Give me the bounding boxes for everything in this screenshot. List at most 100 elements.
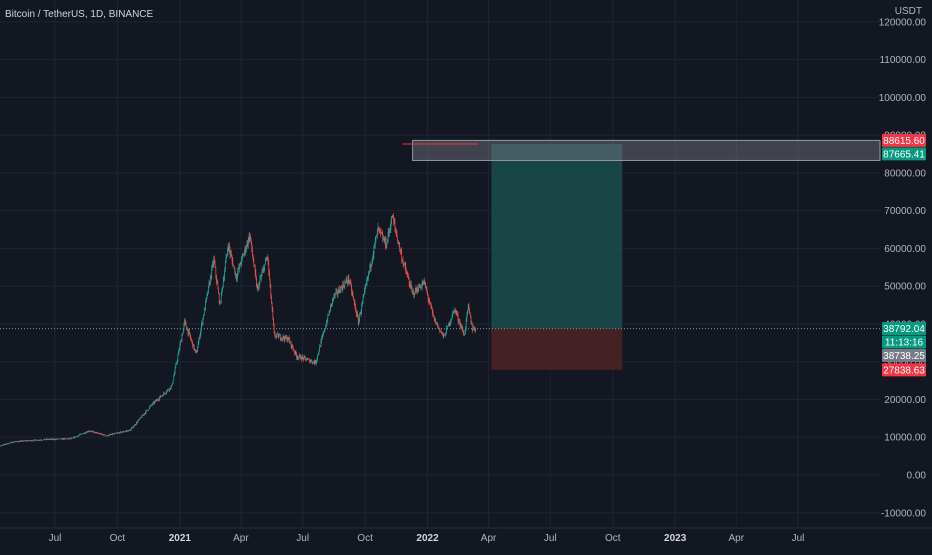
candle-body: [351, 285, 352, 292]
candle-body: [112, 434, 113, 435]
candle-body: [105, 435, 106, 436]
candle-body: [100, 434, 101, 435]
candle-body: [423, 282, 424, 284]
candle-body: [349, 280, 350, 282]
candle-body: [74, 437, 75, 438]
candle-body: [110, 434, 111, 435]
candle-body: [378, 228, 379, 229]
candle-body: [228, 245, 229, 248]
candle-body: [327, 315, 328, 322]
candle-body: [434, 317, 435, 321]
candle-body: [253, 256, 254, 261]
candle-body: [354, 299, 355, 302]
candle-body: [401, 252, 402, 260]
candle-body: [203, 316, 204, 318]
candle-body: [260, 279, 261, 283]
candle-body: [28, 440, 29, 441]
candle-body: [307, 359, 308, 360]
candle-body: [210, 276, 211, 284]
candle-body: [302, 356, 303, 359]
candle-body: [204, 309, 205, 316]
candle-body: [91, 431, 92, 432]
candle-body: [39, 440, 40, 441]
candle-body: [304, 357, 305, 360]
candle-body: [104, 434, 105, 435]
candle-body: [335, 293, 336, 296]
candle-body: [190, 333, 191, 336]
candle-body: [281, 338, 282, 339]
candle-body: [384, 238, 385, 241]
candle-body: [171, 386, 172, 388]
candle-body: [24, 441, 25, 442]
candle-body: [407, 275, 408, 277]
price-tick-label: 10000.00: [884, 433, 926, 444]
price-axis[interactable]: 120000.00110000.00100000.0090000.0080000…: [879, 17, 927, 519]
candle-body: [316, 361, 317, 364]
candle-body: [388, 232, 389, 233]
candle-body: [288, 337, 289, 340]
candle-body: [379, 228, 380, 229]
candle-body: [419, 286, 420, 288]
candle-body: [348, 277, 349, 283]
candle-body: [12, 443, 13, 444]
candle-body: [409, 279, 410, 283]
candle-body: [21, 441, 22, 442]
candle-body: [132, 427, 133, 428]
candle-body: [332, 299, 333, 304]
candle-body: [195, 350, 196, 351]
candle-body: [266, 258, 267, 260]
candle-body: [42, 440, 43, 441]
candle-body: [13, 442, 14, 443]
candle-body: [135, 425, 136, 426]
candle-body: [283, 336, 284, 338]
candle-body: [394, 221, 395, 223]
candle-body: [51, 439, 52, 440]
price-tick-label: -10000.00: [881, 508, 926, 519]
candle-body: [325, 329, 326, 331]
candle-body: [404, 264, 405, 265]
candle-body: [44, 439, 45, 440]
candle-body: [144, 415, 145, 416]
candle-body: [38, 440, 39, 441]
candle-body: [389, 230, 390, 233]
candle-body: [340, 287, 341, 292]
candle-body: [181, 341, 182, 342]
candle-body: [72, 438, 73, 439]
candle-body: [241, 264, 242, 265]
candle-body: [160, 396, 161, 398]
candle-body: [127, 431, 128, 432]
candle-body: [207, 293, 208, 294]
candle-body: [3, 444, 4, 445]
candle-body: [416, 288, 417, 291]
candle-body: [303, 358, 304, 360]
candle-body: [32, 441, 33, 442]
candle-body: [365, 287, 366, 290]
candle-body: [461, 325, 462, 329]
candle-body: [57, 439, 58, 440]
candle-body: [277, 334, 278, 335]
candle-body: [84, 433, 85, 434]
candle-body: [74, 437, 75, 438]
candle-body: [350, 282, 351, 286]
candle-body: [172, 384, 173, 385]
candle-body: [73, 437, 74, 438]
candle-body: [342, 288, 343, 290]
candle-body: [23, 441, 24, 442]
candle-body: [456, 310, 457, 313]
candle-body: [358, 317, 359, 324]
candle-body: [228, 249, 229, 251]
candle-body: [124, 432, 125, 433]
candle-body: [367, 278, 368, 283]
candle-body: [277, 334, 278, 336]
candle-body: [116, 433, 117, 434]
candle-body: [330, 306, 331, 312]
candle-body: [89, 431, 90, 432]
candle-body: [457, 314, 458, 315]
candle-body: [156, 400, 157, 401]
candle-body: [263, 268, 264, 270]
candle-body: [439, 327, 440, 328]
candle-body: [97, 432, 98, 433]
